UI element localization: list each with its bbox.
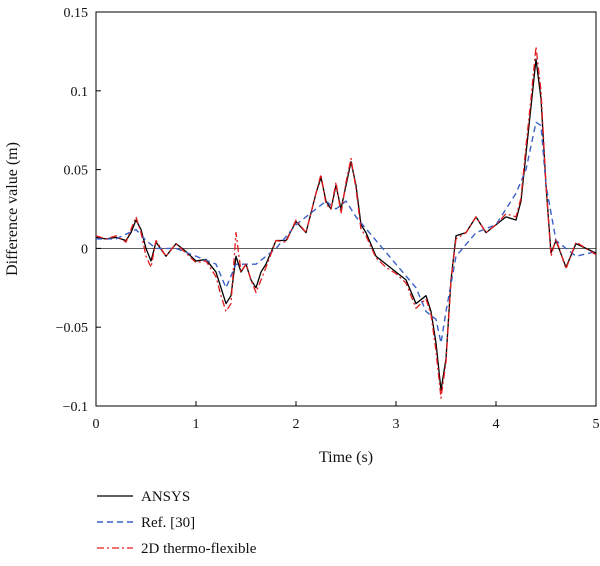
series-layer	[95, 46, 597, 399]
x-tick-label: 2	[293, 417, 300, 432]
y-tick-label: 0.05	[64, 164, 89, 179]
legend-label-2: Ref. [30]	[141, 515, 195, 531]
x-tick-label: 5	[593, 417, 600, 432]
legend-label-1: ANSYS	[141, 489, 190, 505]
y-axis-title: Difference value (m)	[4, 142, 21, 276]
legend-label-3: 2D thermo-flexible	[141, 541, 257, 557]
series-line-1	[95, 58, 597, 391]
x-tick-label: 1	[193, 417, 200, 432]
x-axis-title: Time (s)	[319, 449, 373, 466]
x-tick-label: 4	[493, 417, 500, 432]
y-tick-label: 0	[81, 242, 88, 257]
plot-area	[95, 11, 597, 407]
x-tick-label: 0	[93, 417, 100, 432]
series-line-2	[96, 121, 597, 344]
y-tick-label: 0.1	[71, 85, 89, 100]
y-axis-ticks: −0.1 −0.05 0 0.05 0.1 0.15	[56, 6, 101, 415]
x-axis-ticks: 0 1 2 3 4 5	[93, 401, 600, 432]
y-tick-label: 0.15	[64, 6, 89, 21]
plot-frame	[95, 11, 597, 407]
series-line-3	[95, 46, 597, 399]
y-tick-label: −0.1	[63, 400, 88, 415]
legend: ANSYS Ref. [30] 2D thermo-flexible	[97, 489, 257, 557]
y-tick-label: −0.05	[56, 321, 88, 336]
x-tick-label: 3	[393, 417, 400, 432]
